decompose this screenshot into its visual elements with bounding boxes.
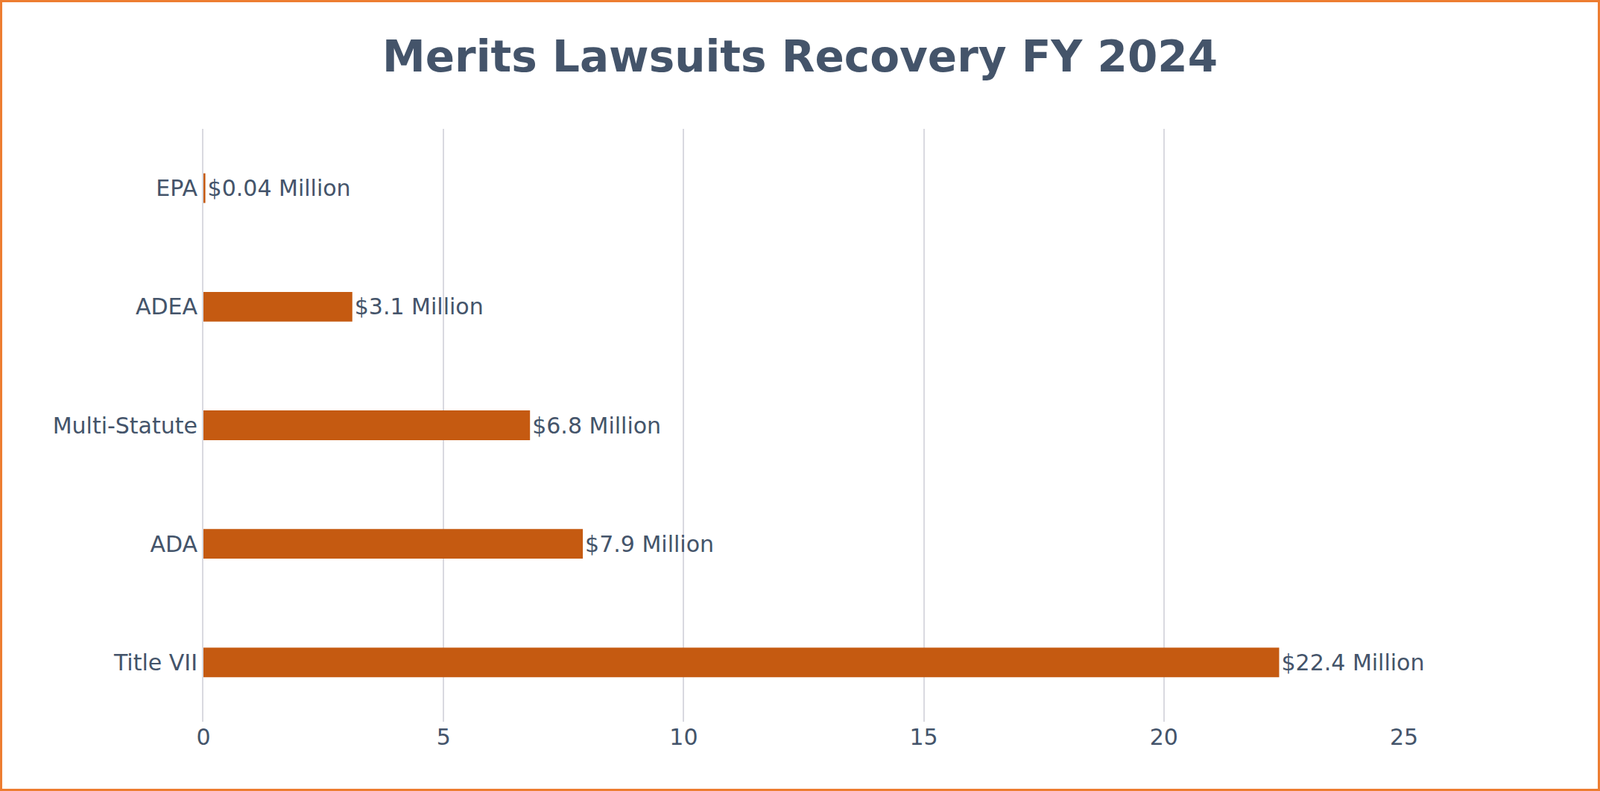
svg-text:0: 0 [195, 724, 211, 751]
svg-text:EPA: EPA [155, 175, 198, 202]
svg-text:Title VII: Title VII [113, 649, 198, 676]
svg-text:$3.1 Million: $3.1 Million [354, 293, 484, 320]
svg-text:$7.9 Million: $7.9 Million [585, 531, 714, 558]
svg-text:ADA: ADA [149, 531, 198, 558]
svg-text:$0.04 Million: $0.04 Million [207, 175, 352, 202]
svg-text:Merits Lawsuits Recovery FY 20: Merits Lawsuits Recovery FY 2024 [382, 31, 1218, 82]
svg-text:25: 25 [1389, 724, 1419, 751]
svg-text:20: 20 [1149, 724, 1179, 751]
svg-text:15: 15 [909, 724, 939, 751]
svg-text:$22.4 Million: $22.4 Million [1281, 649, 1425, 676]
svg-text:$6.8 Million: $6.8 Million [532, 412, 662, 439]
svg-text:ADEA: ADEA [135, 293, 199, 320]
svg-text:Multi-Statute: Multi-Statute [52, 412, 198, 439]
svg-text:10: 10 [669, 724, 698, 751]
svg-text:5: 5 [436, 724, 451, 751]
